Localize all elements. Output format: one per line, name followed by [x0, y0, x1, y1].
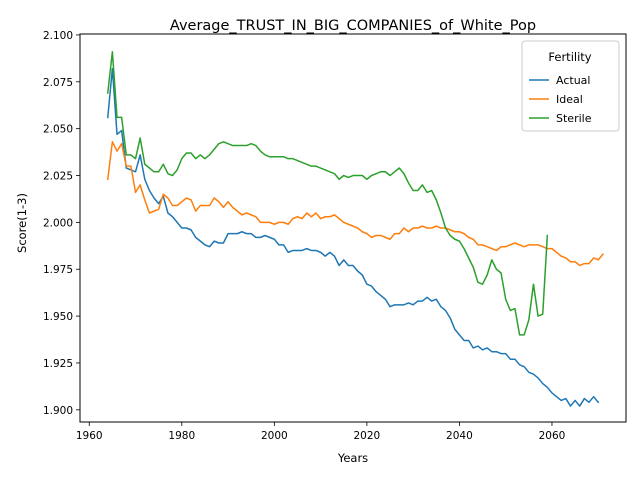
y-tick-label: 2.025	[43, 171, 73, 183]
plot-area-frame	[79, 33, 627, 423]
legend-item-actual: Actual	[529, 74, 590, 87]
x-tick-label: 2000	[261, 430, 288, 442]
series-line-ideal	[106, 141, 604, 267]
y-tick-label: 2.000	[43, 217, 73, 229]
legend-label: Ideal	[556, 93, 583, 106]
legend-label: Sterile	[556, 112, 592, 125]
series-layer	[106, 51, 604, 407]
legend-item-sterile: Sterile	[529, 112, 592, 125]
legend-items: Actual Ideal Sterile	[529, 74, 592, 125]
x-tick-label: 2040	[446, 430, 473, 442]
x-tick-label: 1960	[76, 430, 103, 442]
x-axis: 1960 1980 2000 2020 2040 2060	[76, 422, 565, 442]
y-tick-label: 2.050	[43, 124, 73, 136]
legend-title: Fertility	[548, 50, 591, 64]
x-tick-label: 2020	[354, 430, 381, 442]
series-line-sterile	[106, 51, 549, 336]
y-tick-label: 1.900	[43, 405, 73, 417]
y-axis: 1.900 1.925 1.950 1.975 2.000 2.025 2.050 2.075…	[43, 30, 80, 417]
y-tick-label: 2.075	[43, 77, 73, 89]
y-tick-label: 1.975	[43, 264, 73, 276]
x-tick-label: 1980	[168, 430, 195, 442]
legend-item-ideal: Ideal	[529, 93, 583, 106]
chart-title: Average_TRUST_IN_BIG_COMPANIES_of_White_…	[170, 18, 536, 34]
y-axis-label: Score(1-3)	[15, 193, 29, 253]
legend: Fertility Actual Ideal Sterile	[521, 40, 620, 132]
x-axis-label: Years	[337, 451, 368, 465]
y-tick-label: 1.950	[43, 311, 73, 323]
y-tick-label: 1.925	[43, 358, 73, 370]
x-tick-label: 2060	[539, 430, 566, 442]
series-line-actual	[106, 67, 600, 407]
legend-label: Actual	[556, 74, 590, 87]
legend-box	[521, 40, 620, 132]
y-tick-label: 2.100	[43, 30, 73, 42]
